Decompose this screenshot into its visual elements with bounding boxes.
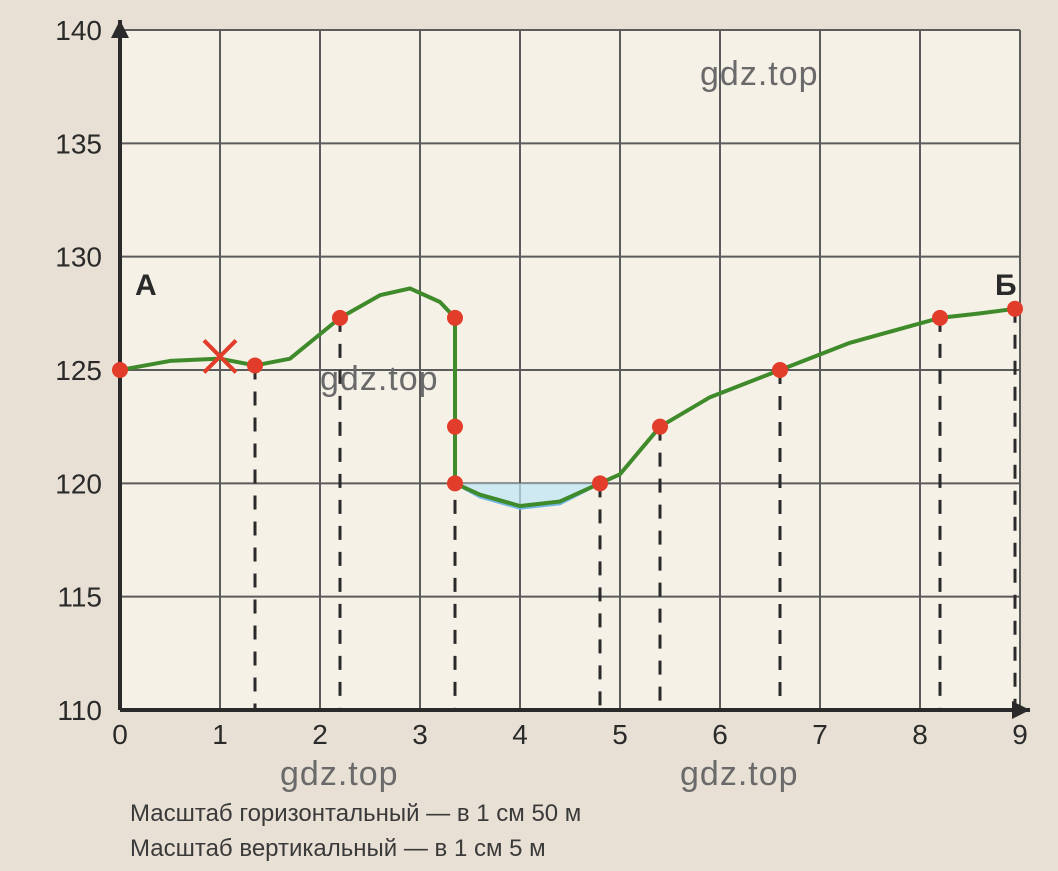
caption-horizontal-scale: Масштаб горизонтальный — в 1 см 50 м (130, 800, 581, 828)
svg-text:3: 3 (412, 719, 428, 750)
svg-text:А: А (135, 269, 157, 302)
elevation-profile-chart: 0 1 2 3 4 5 6 7 8 9 110 115 120 125 130 135 140 А Б (0, 0, 1058, 790)
svg-text:130: 130 (55, 242, 102, 273)
svg-text:6: 6 (712, 719, 728, 750)
svg-text:125: 125 (55, 355, 102, 386)
svg-text:2: 2 (312, 719, 328, 750)
svg-text:7: 7 (812, 719, 828, 750)
svg-text:Б: Б (995, 269, 1017, 302)
svg-text:115: 115 (57, 582, 102, 613)
svg-text:4: 4 (512, 719, 528, 750)
caption-vertical-scale: Масштаб вертикальный — в 1 см 5 м (130, 835, 546, 863)
svg-text:110: 110 (57, 695, 102, 726)
svg-text:8: 8 (912, 719, 928, 750)
svg-text:140: 140 (55, 15, 102, 46)
svg-text:135: 135 (55, 128, 102, 159)
svg-text:9: 9 (1012, 719, 1028, 750)
svg-text:0: 0 (112, 719, 128, 750)
svg-text:5: 5 (612, 719, 628, 750)
svg-text:1: 1 (212, 719, 228, 750)
svg-text:120: 120 (55, 468, 102, 499)
